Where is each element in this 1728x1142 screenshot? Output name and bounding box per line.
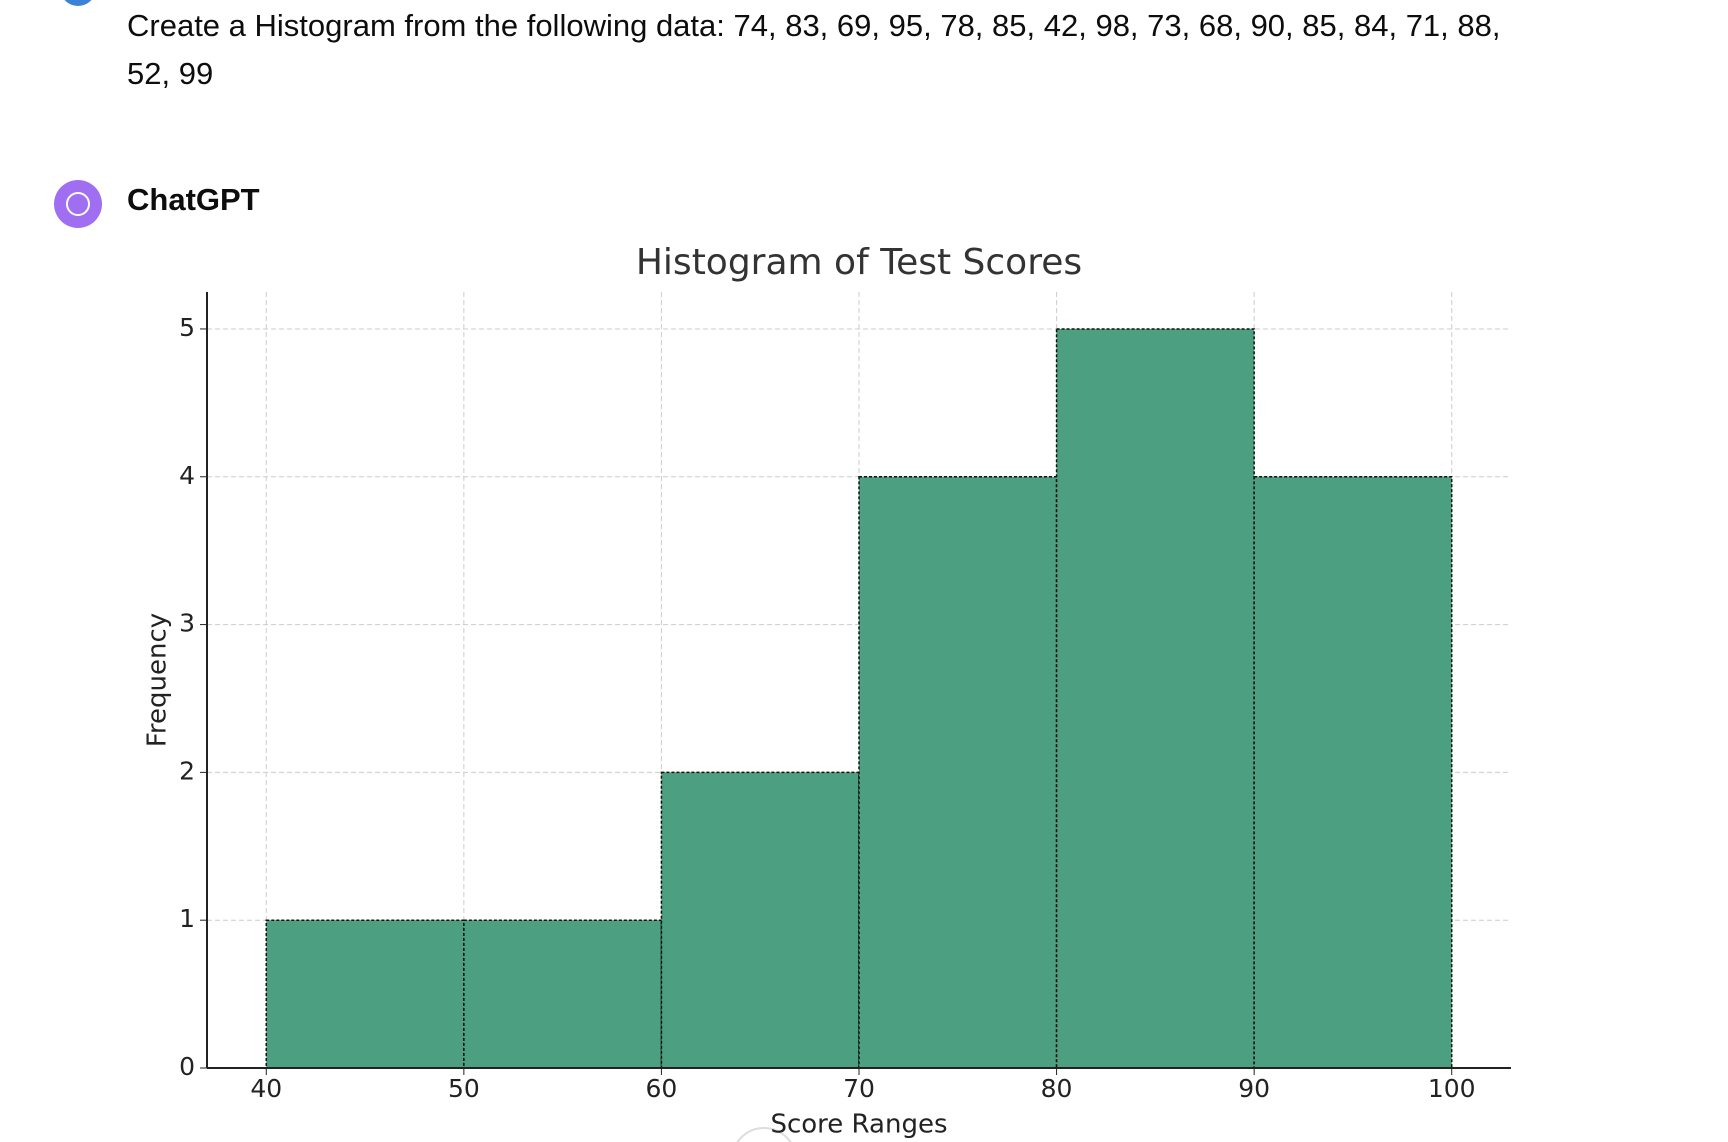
x-tick-label: 70 [843,1074,875,1103]
user-avatar [64,0,92,6]
y-tick-label: 0 [179,1052,195,1081]
chart-title: Histogram of Test Scores [636,242,1082,283]
bar [265,919,465,1069]
y-tick-label: 5 [179,313,195,342]
x-tick-label: 60 [646,1074,678,1103]
bar [858,476,1058,1069]
assistant-name: ChatGPT [127,182,260,217]
avatar-icon [66,192,90,216]
x-tick-label: 80 [1041,1074,1073,1103]
bar [1253,476,1453,1069]
bar [660,771,860,1069]
x-tick-label: 100 [1428,1074,1476,1103]
y-tick-label: 1 [179,904,195,933]
x-tick-label: 90 [1238,1074,1270,1103]
y-tick-label: 4 [179,461,195,490]
x-tick-label: 40 [250,1074,282,1103]
y-axis-label: Frequency [143,613,173,747]
x-axis-label: Score Ranges [770,1110,947,1140]
x-tick-label: 50 [448,1074,480,1103]
bar [1055,328,1255,1069]
y-tick-label: 3 [179,609,195,638]
assistant-avatar [54,180,102,228]
bar [463,919,663,1069]
scroll-button[interactable] [732,1127,796,1142]
y-tick-label: 2 [179,756,195,785]
user-message: Create a Histogram from the following da… [127,8,1501,91]
chart: Histogram of Test Scores Score Ranges Fr… [143,242,1511,1140]
